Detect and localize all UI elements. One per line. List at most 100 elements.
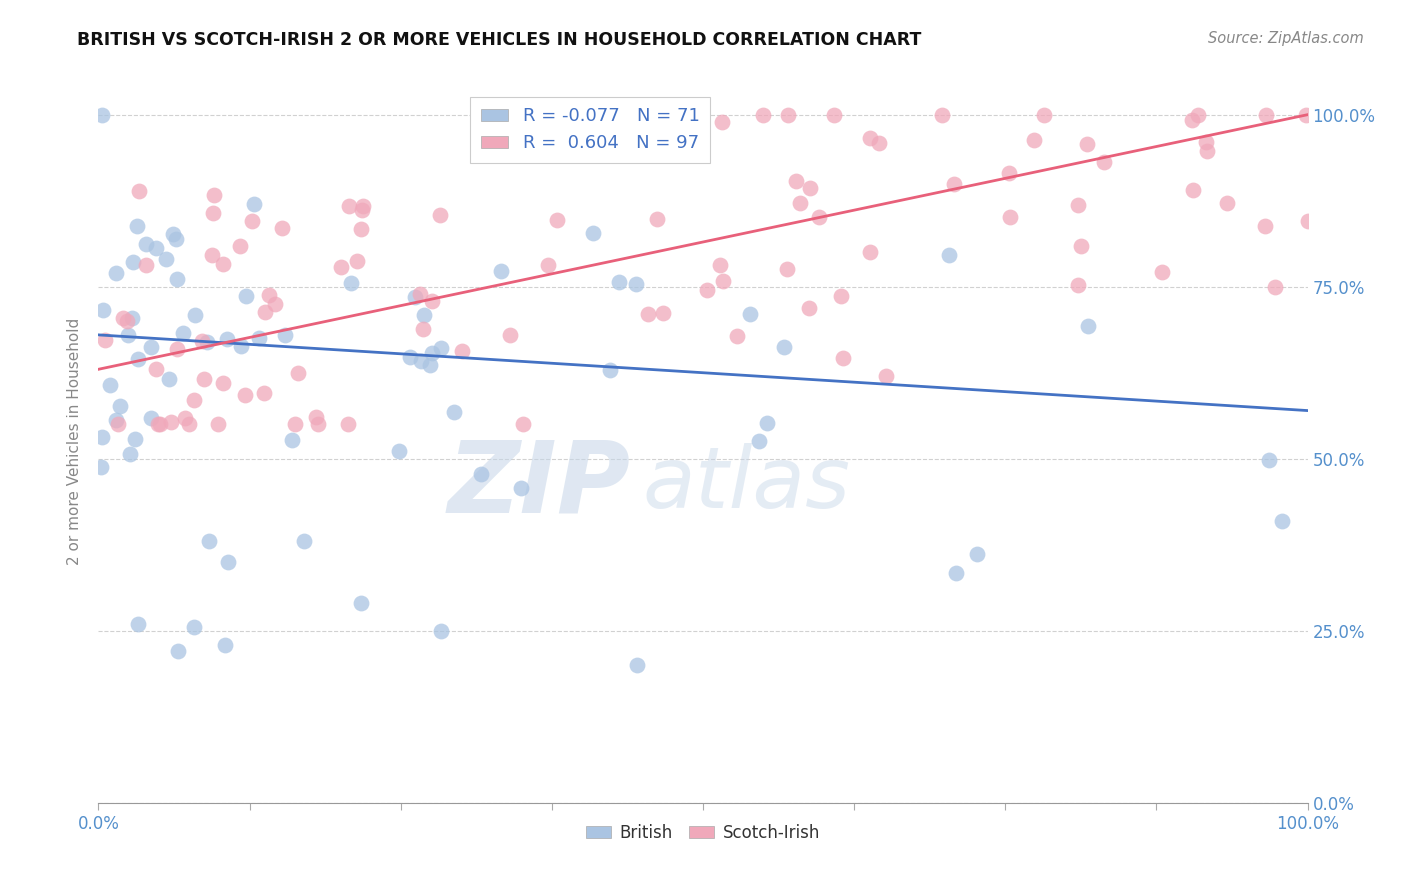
Point [931, 108, 953, 122]
Point [155, 252, 177, 266]
Text: atlas: atlas [643, 443, 851, 526]
Point [184, 308, 207, 322]
Point [94, 333, 117, 347]
Point [509, 481, 531, 495]
Point [966, 547, 988, 561]
Point [90, 460, 112, 475]
Point [112, 310, 135, 325]
Point [139, 340, 162, 354]
Point [127, 616, 149, 631]
Point [253, 386, 276, 401]
Point [607, 275, 630, 289]
Point [858, 131, 880, 145]
Point [420, 346, 443, 360]
Point [1022, 133, 1045, 147]
Point [183, 393, 205, 408]
Point [1077, 319, 1099, 334]
Point [756, 416, 779, 430]
Point [90, 108, 112, 122]
Point [166, 272, 188, 286]
Point [489, 264, 512, 278]
Point [1076, 137, 1098, 152]
Point [430, 624, 453, 638]
Point [107, 417, 129, 432]
Point [412, 322, 434, 336]
Point [772, 340, 794, 354]
Point [859, 245, 882, 260]
Point [172, 326, 194, 340]
Point [350, 222, 373, 236]
Point [1070, 239, 1092, 253]
Point [512, 417, 534, 432]
Point [420, 294, 443, 309]
Point [217, 555, 239, 569]
Point [1033, 108, 1056, 122]
Point [998, 165, 1021, 179]
Point [645, 211, 668, 226]
Point [183, 620, 205, 634]
Point [430, 341, 453, 355]
Point [307, 417, 329, 432]
Point [115, 314, 138, 328]
Point [202, 187, 225, 202]
Point [875, 369, 897, 384]
Point [725, 328, 748, 343]
Point [537, 258, 560, 272]
Point [160, 415, 183, 429]
Point [235, 289, 257, 303]
Point [247, 331, 270, 345]
Point [945, 566, 967, 581]
Point [135, 237, 157, 252]
Point [274, 327, 297, 342]
Point [1195, 135, 1218, 149]
Point [200, 248, 222, 262]
Point [1180, 113, 1202, 128]
Point [339, 199, 361, 213]
Point [108, 399, 131, 413]
Point [998, 211, 1021, 225]
Point [167, 644, 190, 658]
Point [149, 417, 172, 432]
Point [1254, 108, 1277, 122]
Point [499, 328, 522, 343]
Point [212, 257, 235, 271]
Point [409, 287, 432, 301]
Point [797, 301, 820, 315]
Point [145, 241, 167, 255]
Point [1216, 195, 1239, 210]
Point [1152, 265, 1174, 279]
Point [1187, 108, 1209, 122]
Point [105, 413, 128, 427]
Point [409, 354, 432, 368]
Point [1254, 219, 1277, 233]
Text: Source: ZipAtlas.com: Source: ZipAtlas.com [1208, 31, 1364, 46]
Point [626, 658, 648, 673]
Point [104, 266, 127, 280]
Point [582, 227, 605, 241]
Point [305, 409, 328, 424]
Point [451, 344, 474, 359]
Point [179, 417, 201, 432]
Point [1067, 277, 1090, 292]
Point [263, 297, 285, 311]
Point [198, 534, 221, 549]
Point [785, 174, 807, 188]
Point [243, 197, 266, 211]
Point [349, 596, 371, 610]
Text: BRITISH VS SCOTCH-IRISH 2 OR MORE VEHICLES IN HOUSEHOLD CORRELATION CHART: BRITISH VS SCOTCH-IRISH 2 OR MORE VEHICL… [77, 31, 922, 49]
Point [91, 429, 114, 443]
Point [1195, 145, 1218, 159]
Point [652, 306, 675, 320]
Point [1066, 198, 1088, 212]
Point [145, 362, 167, 376]
Point [346, 254, 368, 268]
Point [157, 372, 180, 386]
Point [201, 205, 224, 219]
Point [868, 136, 890, 151]
Point [271, 221, 294, 235]
Point [942, 177, 965, 191]
Point [228, 239, 250, 253]
Point [352, 202, 374, 217]
Point [233, 388, 256, 402]
Point [165, 231, 187, 245]
